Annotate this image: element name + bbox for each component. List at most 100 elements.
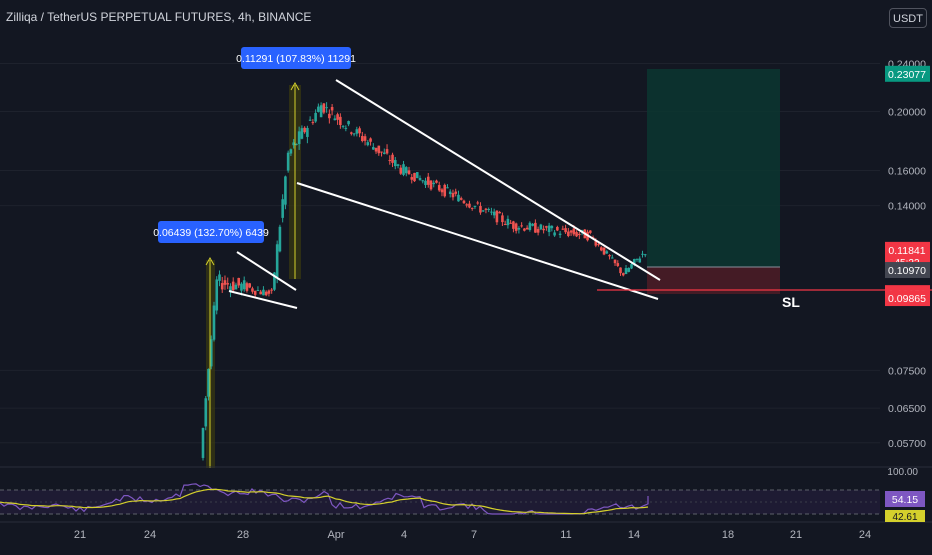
grid [0,62,880,444]
measure-label-2[interactable]: 0.11291 (107.83%) 11291 [236,47,356,69]
candle-body [454,191,458,194]
measure-arrowhead-1 [205,256,215,266]
price-badge-label: 0.11841 [888,245,925,257]
candle-body [490,211,493,213]
candle-body [226,283,230,285]
time-tick: 18 [722,529,734,541]
candle-body [201,427,205,458]
candle-body [589,230,592,233]
trend-drawings [205,79,932,468]
candle-body [523,228,526,231]
candle-body [303,127,306,133]
candle-body [251,288,254,292]
candle-body [564,228,567,233]
price-tick: 0.14000 [888,201,926,213]
time-tick: 28 [237,529,249,541]
candle-body [520,225,523,227]
candle-body [594,240,598,246]
measure-label-1-text: 0.06439 (132.70%) 6439 [153,227,269,239]
candle-body [556,226,559,231]
candle-body [418,177,422,181]
candle-body [492,211,496,216]
candle-body [446,187,449,189]
candle-body [314,112,317,122]
candle-body [388,159,392,162]
candle-body [506,218,510,226]
price-badge: 0.10970 [885,262,930,279]
candle-body [333,118,337,121]
candle-body [421,180,425,182]
candle-body [440,189,444,193]
candle-body [424,180,427,186]
candle-body [374,147,378,152]
candle-body [443,184,447,197]
candle-body [322,103,326,113]
candle-body [328,113,331,119]
candle-body [465,204,469,206]
candle-body [468,203,471,208]
candle-body [481,210,485,212]
candle-body [613,259,617,264]
candle-body [407,170,411,175]
candle-body [207,368,210,397]
candle-body [597,244,600,246]
candle-body [630,264,633,269]
candle-body [204,398,208,427]
candle-body [286,152,290,171]
currency-button[interactable]: USDT [889,8,927,28]
candle-body [253,290,257,295]
price-badge: 0.09865 [885,290,930,307]
candle-body [610,257,614,259]
candle-body [550,225,554,229]
candle-body [600,247,603,251]
candle-body [498,212,501,214]
candle-body [451,193,455,198]
candle-body [259,291,262,295]
candle-body [319,105,323,118]
rsi-pane[interactable] [0,483,880,515]
candle-body [643,254,647,256]
rsi-scale-top: 100.00 [887,467,918,478]
price-tick: 0.07500 [888,365,926,377]
candle-body [470,207,474,209]
candle-body [352,133,356,135]
candle-body [297,131,301,145]
price-axis[interactable]: 0.240000.200000.160000.140000.075000.065… [885,58,930,523]
candle-body [531,223,534,226]
candle-body [536,229,540,233]
candle-body [231,281,235,291]
candle-body [572,228,576,235]
candle-body [262,289,265,296]
candle-body [372,147,375,150]
time-tick: 11 [560,529,571,541]
candle-body [476,202,479,204]
candle-body [218,274,221,281]
candle-body [361,136,364,142]
price-tick: 0.20000 [888,107,926,119]
wedge-lower-line [296,182,659,300]
measure-label-1[interactable]: 0.06439 (132.70%) 6439 [153,221,269,243]
rsi-ma-label: 42.61 [892,512,917,523]
symbol-title[interactable]: Zilliqa / TetherUS PERPETUAL FUTURES, 4h… [6,10,312,24]
candle-body [292,142,295,146]
candle-body [347,121,350,125]
candle-body [306,127,309,137]
candle-body [575,232,578,237]
price-badge-bg [885,290,930,307]
candle-body [528,222,532,230]
candle-body [627,267,631,272]
candle-body [350,132,353,134]
position-zones [647,69,780,294]
price-tick: 0.06500 [888,403,926,415]
candle-body [487,209,490,211]
candle-body [355,129,359,134]
candle-body [534,222,537,233]
time-axis[interactable]: 21 24 28 Apr 4 7 11 14 18 21 24 [74,529,871,541]
candle-body [514,223,518,231]
candle-body [396,164,400,166]
time-tick: 21 [74,529,86,541]
candle-body [602,247,606,255]
candle-body [457,194,460,202]
